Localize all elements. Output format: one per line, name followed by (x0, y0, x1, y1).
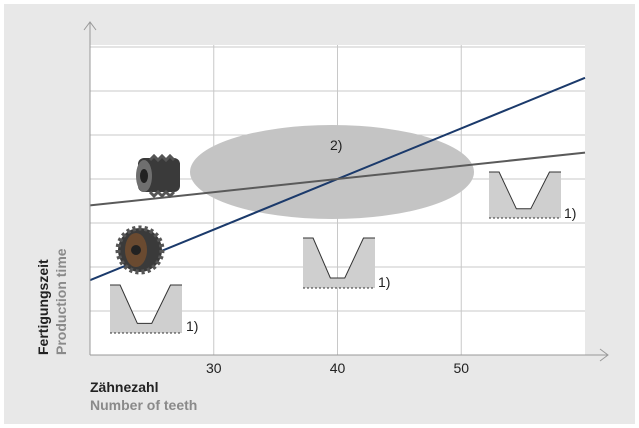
x-label-en: Number of teeth (90, 397, 197, 413)
series-line (89, 151, 586, 207)
annotation: 1) (564, 205, 576, 221)
profile-edge (303, 237, 375, 279)
cutter-icon (115, 225, 165, 275)
y-label-en: Production time (53, 248, 69, 355)
annotation: 2) (330, 137, 342, 153)
profile-edge (110, 284, 182, 324)
x-tick-label: 50 (453, 360, 469, 376)
profile-shape (303, 238, 375, 288)
y-arrow (83, 21, 97, 31)
profile-shape (110, 285, 182, 333)
profile-edge (489, 171, 561, 210)
range-ellipse (190, 125, 474, 219)
profile-shape (489, 172, 561, 218)
annotation: 1) (378, 274, 390, 290)
y-label: Fertigungszeit (35, 259, 51, 355)
tooth-profile (303, 237, 375, 289)
hob-icon (136, 153, 180, 199)
tooth-profile (489, 171, 561, 219)
x-arrow (599, 348, 609, 362)
annotation: 1) (186, 318, 198, 334)
x-label: Zähnezahl (90, 379, 158, 395)
x-tick-label: 30 (206, 360, 222, 376)
tooth-profile (110, 284, 182, 334)
x-tick-label: 40 (330, 360, 346, 376)
